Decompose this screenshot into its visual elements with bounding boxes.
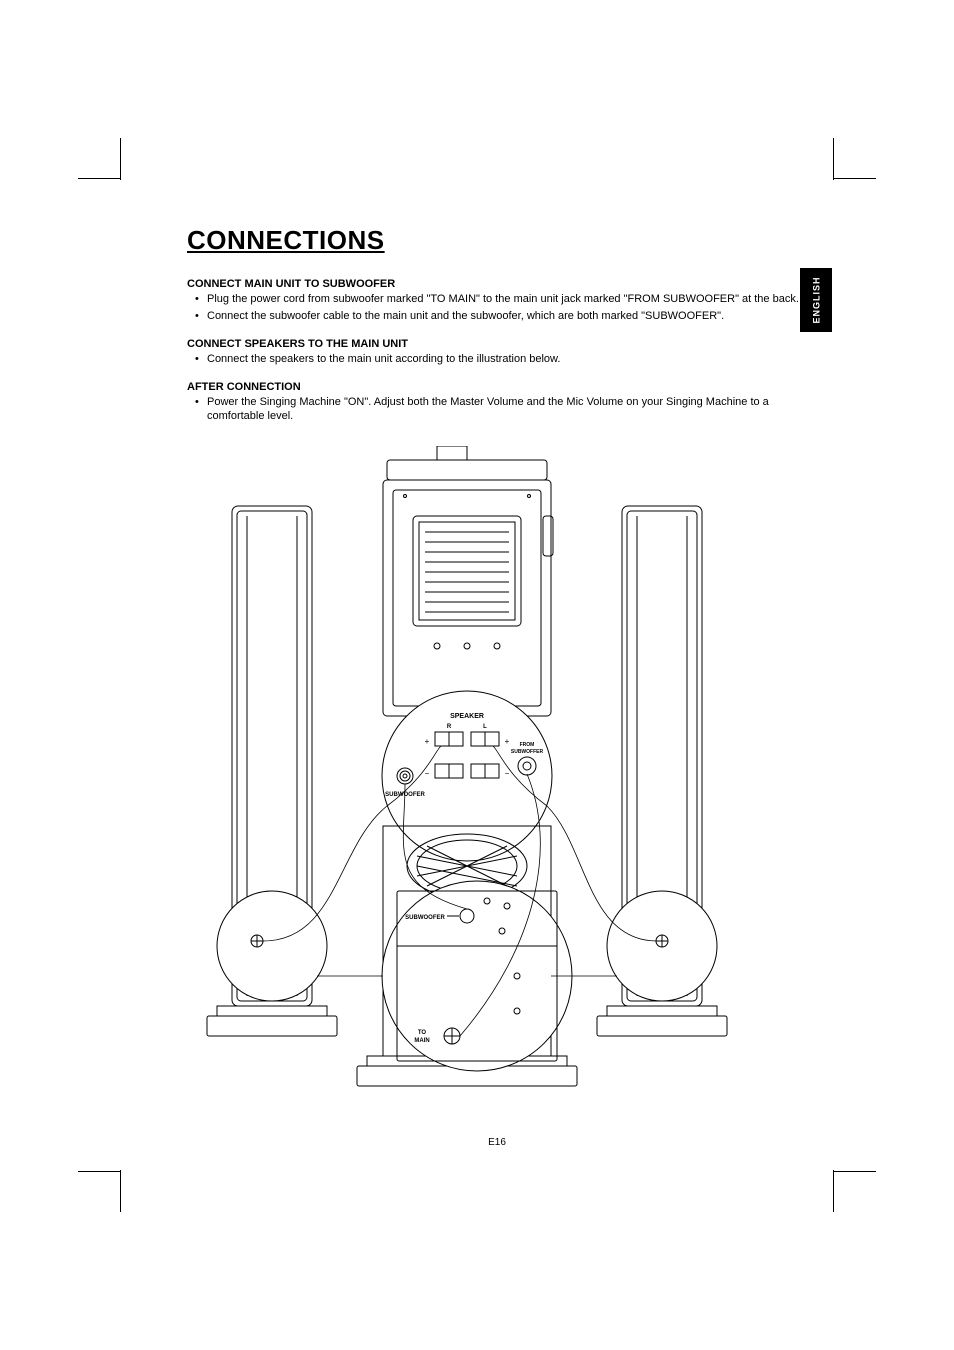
svg-text:SUBWOOFER: SUBWOOFER (385, 792, 425, 798)
connection-diagram: SPEAKER R L + + − − SUBWOOF (187, 446, 747, 1126)
page-number: E16 (187, 1137, 807, 1148)
svg-text:+: + (425, 737, 430, 746)
crop-mark (78, 1171, 120, 1172)
bullet-list: Connect the speakers to the main unit ac… (187, 352, 807, 367)
svg-text:SUBWOFFER: SUBWOFFER (511, 749, 544, 755)
svg-text:+: + (505, 737, 510, 746)
crop-mark (120, 1170, 121, 1212)
list-item: Connect the speakers to the main unit ac… (187, 352, 807, 367)
bullet-list: Power the Singing Machine "ON". Adjust b… (187, 395, 807, 425)
page-title: CONNECTIONS (187, 225, 807, 256)
crop-mark (120, 138, 121, 180)
svg-text:−: − (505, 769, 510, 778)
crop-mark (834, 178, 876, 179)
section-heading: AFTER CONNECTION (187, 381, 807, 393)
svg-text:SUBWOOFER: SUBWOOFER (405, 915, 445, 921)
page-content: CONNECTIONS CONNECT MAIN UNIT TO SUBWOOF… (187, 225, 807, 1148)
svg-text:L: L (483, 724, 487, 730)
list-item: Connect the subwoofer cable to the main … (187, 309, 807, 324)
svg-text:FROM: FROM (520, 742, 535, 748)
svg-text:−: − (425, 769, 430, 778)
svg-text:R: R (447, 724, 452, 730)
main-unit-rear-detail: SPEAKER R L + + − − SUBWOOF (382, 691, 552, 861)
svg-text:MAIN: MAIN (414, 1038, 429, 1044)
list-item: Power the Singing Machine "ON". Adjust b… (187, 395, 807, 425)
language-tab-label: ENGLISH (811, 276, 821, 323)
svg-text:TO: TO (418, 1030, 427, 1036)
section-heading: CONNECT MAIN UNIT TO SUBWOOFER (187, 278, 807, 290)
section-heading: CONNECT SPEAKERS TO THE MAIN UNIT (187, 338, 807, 350)
left-speaker-rear-detail (217, 891, 327, 1001)
crop-mark (833, 1170, 834, 1212)
subwoofer-rear-detail: SUBWOOFER TO MAIN (382, 881, 572, 1071)
main-unit-icon (383, 446, 553, 716)
bullet-list: Plug the power cord from subwoofer marke… (187, 292, 807, 324)
crop-mark (78, 178, 120, 179)
right-speaker-rear-detail (607, 891, 717, 1001)
svg-text:SPEAKER: SPEAKER (450, 713, 484, 720)
crop-mark (834, 1171, 876, 1172)
list-item: Plug the power cord from subwoofer marke… (187, 292, 807, 307)
crop-mark (833, 138, 834, 180)
